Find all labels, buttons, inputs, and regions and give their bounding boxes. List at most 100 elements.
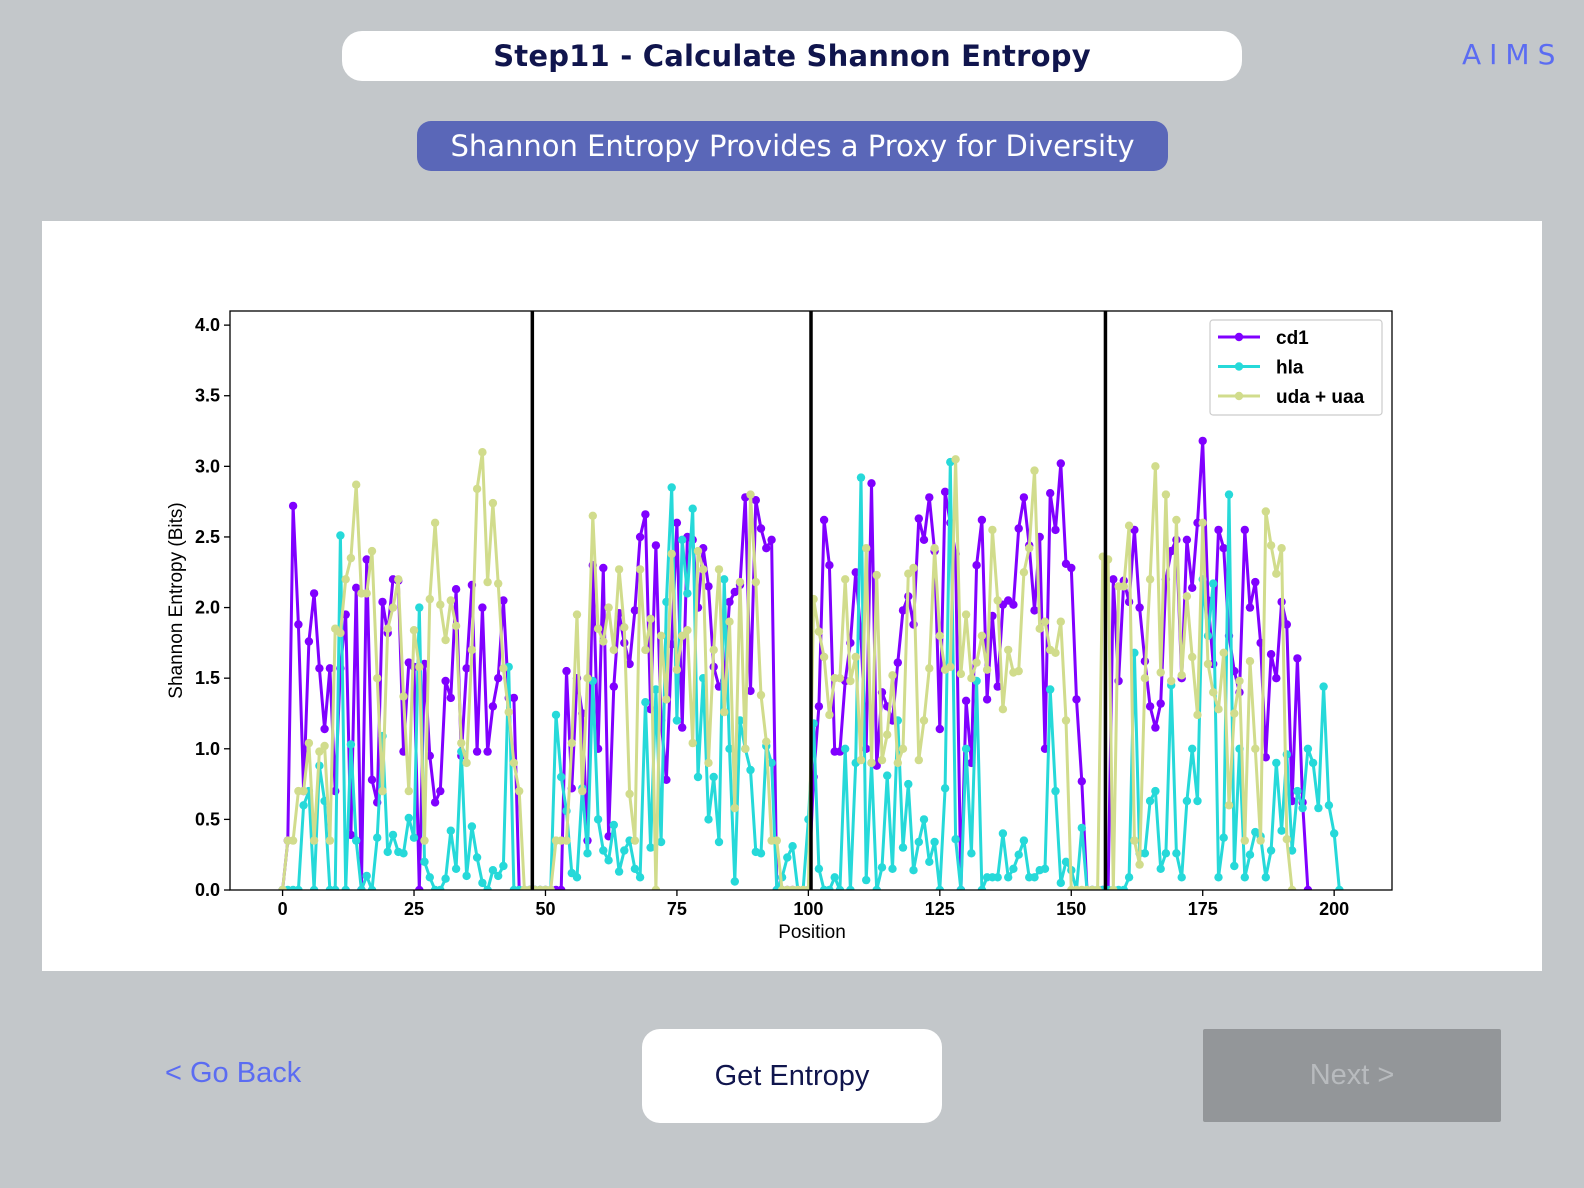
data-point	[1240, 873, 1250, 882]
data-point	[1135, 860, 1144, 869]
data-point	[383, 847, 392, 857]
data-point	[1072, 695, 1081, 704]
data-point	[409, 626, 419, 635]
data-point	[1272, 674, 1281, 683]
data-point	[593, 815, 603, 824]
data-point	[951, 835, 960, 844]
data-point	[515, 786, 524, 796]
data-point	[1056, 459, 1065, 468]
data-point	[346, 553, 356, 563]
x-tick-label: 175	[1188, 899, 1218, 919]
data-point	[993, 596, 1002, 605]
data-point	[819, 515, 829, 525]
data-point	[641, 698, 650, 707]
data-point	[609, 645, 618, 655]
data-point	[488, 866, 498, 875]
go-back-link[interactable]: < Go Back	[165, 1057, 302, 1089]
data-point	[494, 579, 503, 588]
data-point	[1214, 525, 1223, 535]
data-point	[883, 730, 892, 739]
data-point	[1067, 563, 1076, 573]
data-point	[662, 775, 671, 784]
data-point	[730, 877, 739, 886]
data-point	[499, 861, 508, 871]
data-point	[914, 514, 923, 523]
data-point	[451, 621, 461, 631]
data-point	[1172, 515, 1181, 525]
data-point	[935, 724, 944, 734]
data-point	[1198, 436, 1207, 446]
data-point	[830, 873, 839, 882]
data-point	[688, 738, 697, 748]
data-point	[1009, 600, 1018, 609]
data-point	[862, 544, 871, 553]
data-point	[614, 867, 624, 876]
data-point	[1266, 541, 1276, 550]
data-point	[630, 864, 640, 873]
data-point	[1330, 829, 1339, 838]
get-entropy-button[interactable]: Get Entropy	[642, 1029, 942, 1123]
data-point	[630, 606, 640, 615]
data-point	[478, 603, 487, 612]
data-point	[856, 755, 866, 765]
data-point	[1177, 671, 1186, 680]
data-point	[714, 565, 724, 574]
data-point	[693, 546, 703, 556]
data-point	[446, 826, 455, 835]
data-point	[1109, 885, 1118, 890]
data-point	[1303, 885, 1313, 890]
x-tick-label: 50	[535, 899, 555, 919]
data-point	[572, 873, 582, 882]
data-point	[557, 772, 566, 782]
data-point	[483, 747, 492, 756]
data-point	[1061, 857, 1071, 866]
data-point	[1251, 577, 1260, 587]
data-point	[1298, 803, 1307, 813]
x-axis-label: Position	[778, 922, 846, 943]
data-point	[1287, 885, 1297, 890]
data-point	[1224, 490, 1234, 499]
data-point	[1277, 826, 1286, 835]
y-tick-label: 0.0	[195, 880, 220, 900]
y-tick-label: 3.0	[195, 456, 220, 476]
data-point	[483, 577, 492, 587]
data-point	[1240, 525, 1250, 535]
data-point	[893, 758, 902, 768]
data-point	[746, 686, 755, 696]
data-point	[956, 885, 966, 890]
data-point	[919, 815, 929, 824]
data-point	[683, 589, 692, 598]
data-point	[352, 480, 361, 489]
data-point	[583, 674, 592, 683]
data-point	[467, 822, 477, 831]
data-point	[304, 637, 314, 646]
data-point	[562, 666, 571, 676]
data-point	[904, 569, 913, 578]
data-point	[961, 610, 971, 619]
data-point	[1030, 606, 1039, 615]
data-point	[1124, 521, 1134, 530]
data-point	[1188, 583, 1197, 592]
data-point	[1314, 803, 1323, 813]
data-point	[509, 693, 519, 703]
data-point	[299, 801, 308, 810]
data-point	[315, 664, 324, 673]
data-point	[404, 786, 413, 796]
data-point	[977, 515, 987, 525]
data-point	[940, 487, 950, 496]
data-point	[630, 836, 640, 845]
series-line	[281, 439, 1310, 890]
data-point	[862, 875, 871, 885]
data-point	[919, 716, 929, 725]
data-point	[1198, 518, 1207, 527]
data-point	[1277, 544, 1286, 553]
data-point	[898, 606, 908, 615]
data-point	[614, 565, 624, 574]
data-point	[420, 857, 429, 866]
data-point	[651, 685, 661, 694]
data-point	[1046, 685, 1055, 694]
data-point	[1219, 648, 1228, 657]
data-point	[472, 853, 482, 862]
data-point	[993, 873, 1002, 882]
legend-marker	[1234, 362, 1244, 371]
